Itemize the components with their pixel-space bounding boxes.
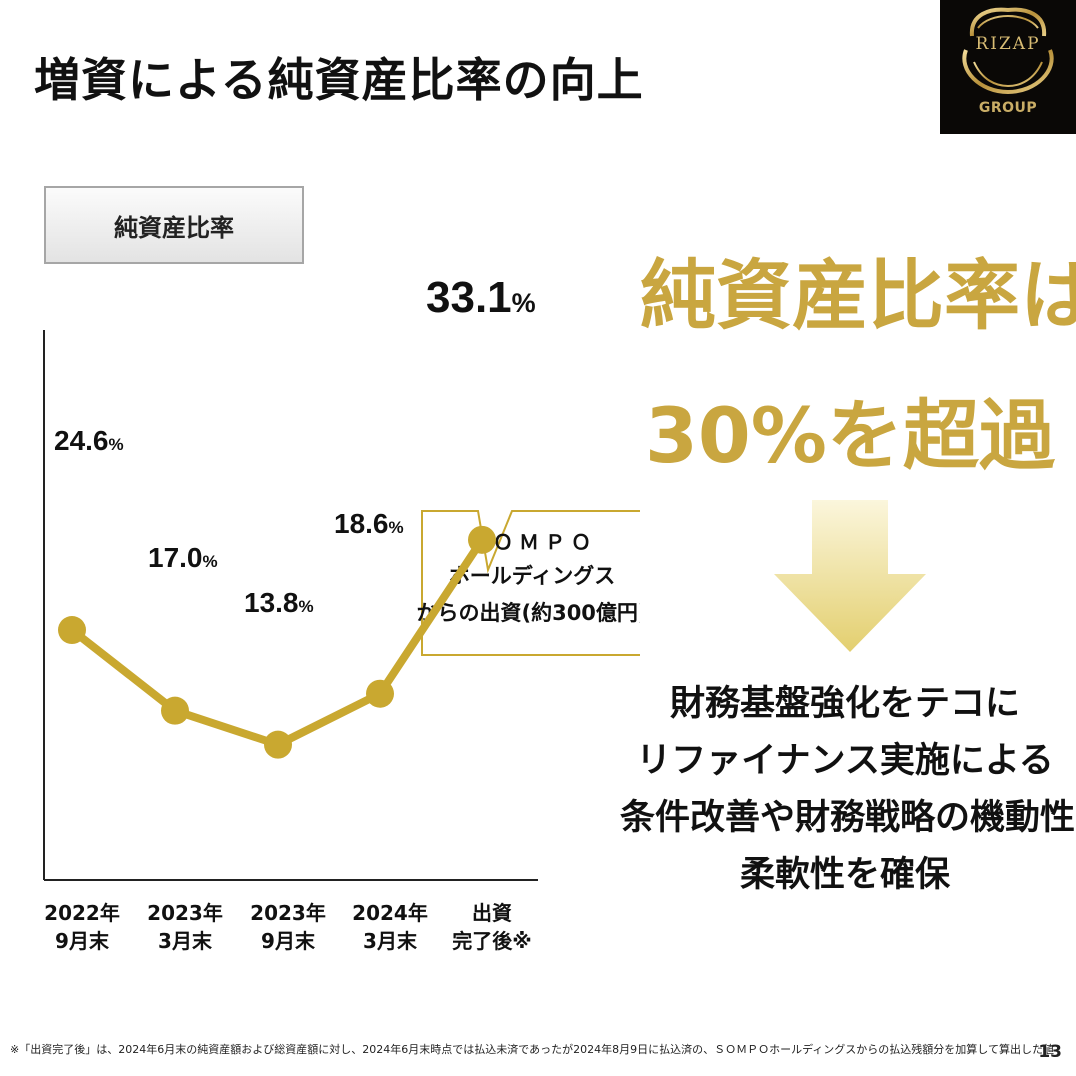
data-point bbox=[161, 696, 189, 725]
headline-line-2: 30%を超過 bbox=[645, 391, 1055, 480]
data-label-unit: % bbox=[512, 288, 536, 318]
logo-emblem-icon bbox=[962, 7, 1054, 95]
message-line: 条件改善や財務戦略の機動性・ bbox=[620, 798, 1076, 838]
headline-line-1: 純資産比率は bbox=[640, 251, 1076, 340]
net-asset-ratio-chart: ＳＯＭＰＯホールディングスからの出資(約300億円)24.6%17.0%13.8… bbox=[43, 273, 640, 953]
x-tick-label: 9月末 bbox=[55, 929, 110, 953]
strategy-message: 財務基盤強化をテコに リファイナンス実施による 条件改善や財務戦略の機動性・ 柔… bbox=[620, 676, 1076, 904]
x-tick-label: 3月末 bbox=[363, 929, 418, 953]
page-number: 13 bbox=[1038, 1042, 1062, 1062]
data-label-unit: % bbox=[203, 552, 218, 571]
chart-label-box: 純資産比率 bbox=[44, 186, 304, 264]
x-tick-label: 9月末 bbox=[261, 929, 316, 953]
footnote: ※「出資完了後」は、2024年6月末の純資産額および総資産額に対し、2024年6… bbox=[10, 1043, 1054, 1056]
logo-wordmark: RIZAP bbox=[975, 34, 1041, 54]
x-tick-label: 2023年 bbox=[147, 901, 223, 925]
logo-group-text: GROUP bbox=[978, 100, 1038, 116]
page-title: 増資による純資産比率の向上 bbox=[34, 53, 644, 107]
x-tick-label: 3月末 bbox=[158, 929, 213, 953]
x-tick-label: 完了後※ bbox=[452, 929, 531, 953]
company-logo: RIZAP GROUP bbox=[940, 0, 1076, 134]
x-tick-label: 2023年 bbox=[250, 901, 326, 925]
data-point bbox=[468, 525, 496, 554]
x-tick-label: 2022年 bbox=[44, 901, 120, 925]
message-line: リファイナンス実施による bbox=[636, 741, 1054, 781]
down-arrow-icon bbox=[774, 500, 926, 652]
data-label-unit: % bbox=[109, 435, 124, 454]
data-point bbox=[264, 730, 292, 759]
x-tick-label: 2024年 bbox=[352, 901, 428, 925]
message-line: 柔軟性を確保 bbox=[739, 855, 950, 895]
x-tick-label: 出資 bbox=[472, 901, 512, 925]
callout-text: ホールディングス bbox=[449, 564, 616, 588]
data-label: 13.8% bbox=[244, 587, 314, 618]
data-point bbox=[366, 679, 394, 708]
data-label-unit: % bbox=[389, 518, 404, 537]
data-point bbox=[58, 616, 86, 645]
chart-label-text: 純資産比率 bbox=[114, 213, 234, 242]
callout-text: からの出資(約300億円) bbox=[416, 601, 640, 625]
message-line: 財務基盤強化をテコに bbox=[669, 684, 1020, 724]
data-label-unit: % bbox=[299, 597, 314, 616]
